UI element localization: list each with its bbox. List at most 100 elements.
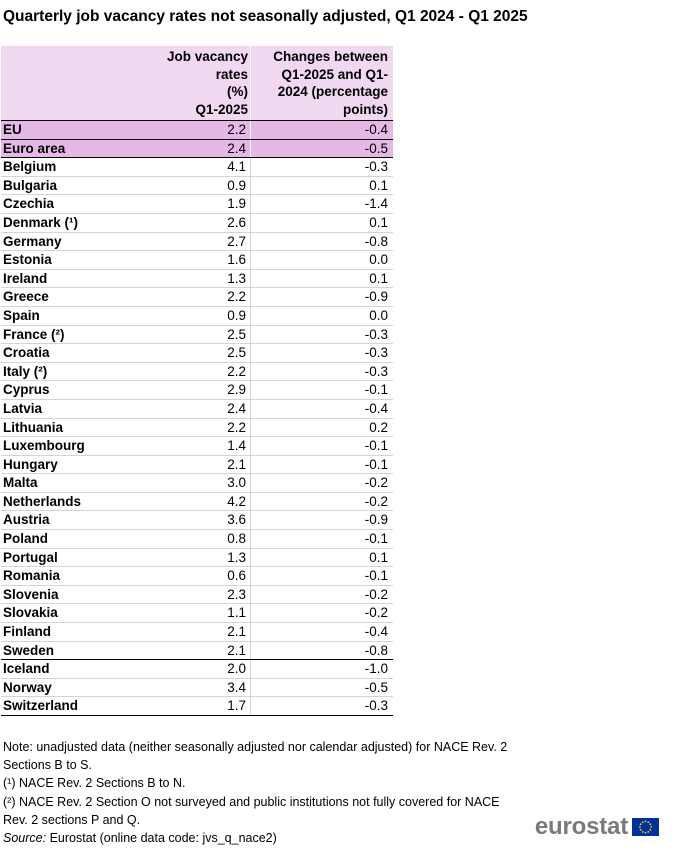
header-col-rate-line: Job vacancy — [166, 49, 248, 64]
rate-value: 2.1 — [151, 455, 251, 474]
note-text: Note: unadjusted data (neither seasonall… — [3, 740, 508, 773]
data-table: Job vacancy rates (%) Q1-2025 Changes be… — [1, 46, 393, 716]
table-row: Cyprus 2.9 -0.1 — [1, 381, 393, 400]
rate-value: 4.1 — [151, 158, 251, 176]
change-value: 0.0 — [369, 307, 388, 323]
rate-value: 2.9 — [151, 381, 251, 399]
chart-title: Quarterly job vacancy rates not seasonal… — [3, 8, 528, 25]
flag-star — [644, 831, 647, 834]
row-label: Slovenia — [3, 586, 59, 602]
rate-value: 2.4 — [151, 399, 251, 418]
rate-value: 1.9 — [151, 195, 251, 213]
table-row: Lithuania 2.2 0.2 — [1, 418, 393, 438]
flag-star — [641, 821, 644, 824]
flag-star — [639, 826, 641, 828]
header-col-rate-line: (%) — [227, 84, 248, 99]
row-label: Germany — [3, 233, 62, 249]
table-row: Latvia 2.4 -0.4 — [1, 399, 393, 419]
table-header: Job vacancy rates (%) Q1-2025 Changes be… — [1, 46, 393, 121]
row-label: Netherlands — [3, 493, 82, 509]
row-label: France (²) — [3, 326, 65, 342]
row-label: Romania — [3, 568, 61, 584]
change-value: -0.1 — [364, 568, 388, 584]
table-row: Switzerland 1.7 -0.3 — [1, 697, 393, 716]
table-row: Hungary 2.1 -0.1 — [1, 455, 393, 475]
table-row: Poland 0.8 -0.1 — [1, 530, 393, 549]
rate-value: 0.9 — [151, 306, 251, 325]
table-row: France (²) 2.5 -0.3 — [1, 325, 393, 345]
change-value: 0.1 — [369, 177, 388, 193]
rate-value: 2.5 — [151, 344, 251, 362]
rate-value: 1.3 — [151, 548, 251, 567]
rate-value: 1.3 — [151, 269, 251, 288]
table-row: Austria 3.6 -0.9 — [1, 511, 393, 531]
row-label: Croatia — [3, 345, 50, 361]
rate-value: 3.0 — [151, 474, 251, 492]
table-row: Norway 3.4 -0.5 — [1, 678, 393, 698]
rate-value: 2.6 — [151, 213, 251, 232]
row-label: Latvia — [3, 400, 43, 416]
flag-star — [639, 823, 642, 826]
flag-star — [649, 828, 652, 831]
rate-value: 0.6 — [151, 567, 251, 585]
rate-value: 1.6 — [151, 251, 251, 269]
change-value: -0.5 — [364, 140, 388, 156]
row-label: Denmark (¹) — [3, 214, 79, 230]
rate-value: 2.1 — [151, 641, 251, 660]
row-label: EU — [3, 122, 22, 137]
rate-value: 2.3 — [151, 585, 251, 604]
row-label: Iceland — [3, 661, 50, 677]
row-label: Estonia — [3, 252, 52, 268]
table-row: Portugal 1.3 0.1 — [1, 548, 393, 568]
flag-star — [647, 830, 650, 833]
change-value: -0.4 — [364, 624, 388, 640]
change-value: 0.0 — [369, 252, 388, 268]
row-label: Lithuania — [3, 419, 63, 435]
change-value: 0.1 — [369, 214, 388, 230]
change-value: -0.8 — [364, 642, 388, 658]
row-label: Spain — [3, 307, 40, 323]
table-row: Germany 2.7 -0.8 — [1, 232, 393, 252]
change-value: -0.3 — [364, 698, 388, 714]
header-col-change: Changes between Q1-2025 and Q1- 2024 (pe… — [251, 46, 393, 120]
rate-value: 0.8 — [151, 530, 251, 548]
change-value: -0.1 — [364, 531, 388, 547]
row-label: Cyprus — [3, 382, 50, 398]
row-label: Bulgaria — [3, 177, 58, 193]
row-label: Luxembourg — [3, 438, 85, 454]
flag-star — [644, 820, 647, 823]
table-row: EU 2.2 -0.4 — [1, 121, 393, 140]
eu-flag-icon — [632, 818, 659, 836]
change-value: -0.1 — [364, 456, 388, 472]
rate-value: 1.1 — [151, 604, 251, 623]
footnote-1: (¹) NACE Rev. 2 Sections B to N. — [3, 776, 186, 791]
change-value: 0.1 — [369, 549, 388, 565]
rate-value: 1.7 — [151, 697, 251, 715]
rate-value: 2.0 — [151, 660, 251, 678]
row-label: Belgium — [3, 159, 57, 175]
source-text: Eurostat (online data code: jvs_q_nace2) — [46, 831, 277, 846]
change-value: -0.4 — [364, 400, 388, 416]
row-label: Euro area — [3, 140, 66, 156]
row-label: Austria — [3, 512, 50, 528]
table-row: Finland 2.1 -0.4 — [1, 623, 393, 642]
change-value: -0.1 — [364, 438, 388, 454]
row-label: Ireland — [3, 270, 48, 286]
table-row: Sweden 2.1 -0.8 — [1, 641, 393, 661]
row-label: Malta — [3, 475, 38, 491]
rate-value: 1.4 — [151, 437, 251, 455]
source-line: Source: Eurostat (online data code: jvs_… — [3, 829, 523, 847]
change-value: -1.4 — [364, 196, 388, 212]
source-label: Source: — [3, 831, 47, 846]
rate-value: 2.2 — [151, 418, 251, 437]
rate-value: 2.5 — [151, 325, 251, 344]
header-blank — [1, 46, 151, 120]
row-label: Slovakia — [3, 605, 58, 621]
row-label: Italy (²) — [3, 363, 48, 379]
table-row: Ireland 1.3 0.1 — [1, 269, 393, 289]
change-value: 0.2 — [369, 419, 388, 435]
change-value: -0.3 — [364, 159, 388, 175]
flag-star — [650, 826, 652, 828]
table-body: EU 2.2 -0.4 Euro area 2.4 -0.5 Belgium 4.1 -0.3 B… — [1, 121, 393, 716]
header-col-rate-line: Q1-2025 — [195, 101, 248, 117]
